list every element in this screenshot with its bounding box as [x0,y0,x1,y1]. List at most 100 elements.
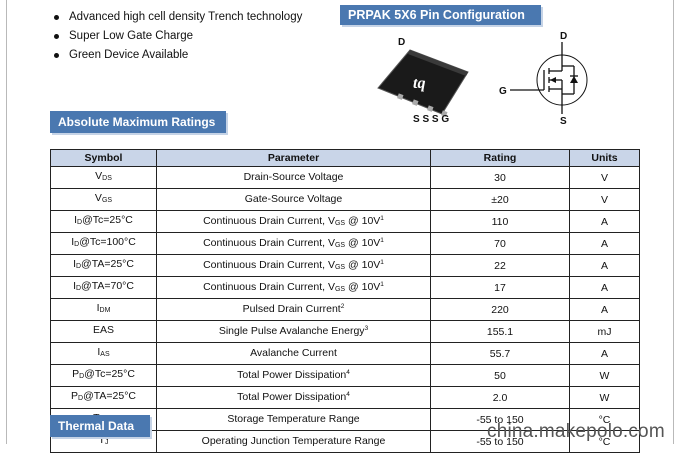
parameter-subscript: GS [334,220,346,227]
footnote-marker: 4 [346,391,350,398]
table-header-row: Symbol Parameter Rating Units [50,149,640,167]
symbol-condition: @Tc=100°C [79,236,136,248]
package-drawing: D tq S S S G [377,37,469,124]
symbol-condition: @TA=25°C [83,390,136,402]
parameter-subscript: GS [334,286,346,293]
symbol-subscript: DS [102,175,112,182]
table-row: ID@Tc=100°C Continuous Drain Current, VGS… [50,232,640,255]
unit-cell: V [569,166,640,189]
package-pin-labels: S S S G [413,114,449,124]
rating-cell: 30 [430,166,570,189]
page-border-right [673,0,674,444]
symbol-cell: EAS [50,320,157,343]
parameter-condition: @ 10V [345,215,381,227]
symbol-base: I [96,302,100,314]
symbol-condition: @TA=70°C [81,280,134,292]
table-row: PD@TA=25°C Total Power Dissipation4 2.0 W [50,386,640,409]
column-header-symbol: Symbol [50,149,157,167]
parameter-cell: Storage Temperature Range [156,408,431,431]
parameter-cell: Total Power Dissipation4 [156,364,431,387]
table-row: ID@TA=25°C Continuous Drain Current, VGS … [50,254,640,277]
feature-item: Super Low Gate Charge [54,27,302,46]
unit-cell: mJ [569,320,640,343]
table-row: PD@Tc=25°C Total Power Dissipation4 50 W [50,364,640,387]
parameter-text: Continuous Drain Current, V [203,281,335,293]
parameter-cell: Drain-Source Voltage [156,166,431,189]
parameter-condition: @ 10V [345,281,381,293]
symbol-subscript: D [79,373,85,380]
symbol-base: I [74,214,78,226]
package-leads [397,93,448,117]
parameter-cell: Continuous Drain Current, VGS @ 10V1 [156,254,431,277]
symbol-base: I [73,280,76,292]
watermark: china.makepolo.com [487,421,665,442]
parameter-condition: @ 10V [345,237,381,249]
table-row: ID@TA=70°C Continuous Drain Current, VGS … [50,276,640,299]
parameter-text: Continuous Drain Current, V [203,237,335,249]
unit-cell: V [569,188,640,211]
symbol-subscript: DM [99,307,111,314]
footnote-marker: 3 [364,325,369,332]
symbol-source-label: S [560,116,567,126]
column-header-parameter: Parameter [156,149,431,167]
package-drain-label: D [398,37,405,48]
symbol-cell: ID@TA=25°C [50,254,157,277]
footnote-marker: 1 [380,259,384,266]
symbol-base: I [73,258,76,270]
symbol-cell: PD@TA=25°C [50,386,157,409]
parameter-text: Pulsed Drain Current [242,303,341,315]
parameter-text: Avalanche Current [250,347,337,359]
symbol-arrow [550,77,556,83]
symbol-base: V [94,192,102,204]
parameter-text: Continuous Drain Current, V [203,259,335,271]
symbol-condition: @TA=25°C [81,258,134,270]
abs-max-table: Symbol Parameter Rating Units VDS Drain-S… [50,149,640,453]
rating-cell: 55.7 [430,342,570,365]
unit-cell: W [569,386,640,409]
parameter-cell: Avalanche Current [156,342,431,365]
parameter-cell: Continuous Drain Current, VGS @ 10V1 [156,232,431,255]
parameter-text: Gate-Source Voltage [244,193,343,205]
unit-cell: A [569,210,640,233]
table-row: ID@Tc=25°C Continuous Drain Current, VGS … [50,210,640,233]
symbol-condition: @Tc=25°C [84,368,135,380]
feature-item: Advanced high cell density Trench techno… [54,8,302,27]
rating-cell: 50 [430,364,570,387]
symbol-subscript: D [77,219,83,226]
parameter-text: Continuous Drain Current, V [203,215,335,227]
parameter-text: Storage Temperature Range [227,413,360,425]
rating-cell: ±20 [430,188,570,211]
parameter-condition: @ 10V [345,259,381,271]
column-header-rating: Rating [430,149,570,167]
symbol-base: I [71,236,75,248]
symbol-base: I [97,346,101,358]
pin-config-heading: PRPAK 5X6 Pin Configuration [340,5,541,25]
column-header-units: Units [569,149,640,167]
footnote-marker: 1 [380,237,384,244]
rating-cell: 22 [430,254,570,277]
page-border-left [6,0,7,444]
table-row: VDS Drain-Source Voltage 30 V [50,166,640,189]
parameter-text: Total Power Dissipation [237,369,347,381]
footnote-marker: 1 [380,281,384,288]
symbol-cell: VDS [50,166,157,189]
bullet-icon [54,15,59,20]
symbol-base: T [98,434,105,446]
unit-cell: A [569,232,640,255]
symbol-cell: IAS [50,342,157,365]
unit-cell: A [569,254,640,277]
unit-cell: A [569,276,640,299]
feature-item: Green Device Available [54,46,302,65]
bullet-icon [54,53,59,58]
mosfet-symbol: D G S [499,31,588,126]
symbol-cell: VGS [50,188,157,211]
rating-cell: 17 [430,276,570,299]
symbol-cell: ID@Tc=100°C [50,232,157,255]
symbol-subscript: J [104,439,109,446]
symbol-subscript: AS [100,351,110,358]
table-row: VGS Gate-Source Voltage ±20 V [50,188,640,211]
symbol-subscript: D [75,285,82,292]
symbol-base: V [95,170,103,182]
table-row: EAS Single Pulse Avalanche Energy3 155.1 mJ [50,320,640,343]
parameter-text: Drain-Source Voltage [243,171,344,183]
